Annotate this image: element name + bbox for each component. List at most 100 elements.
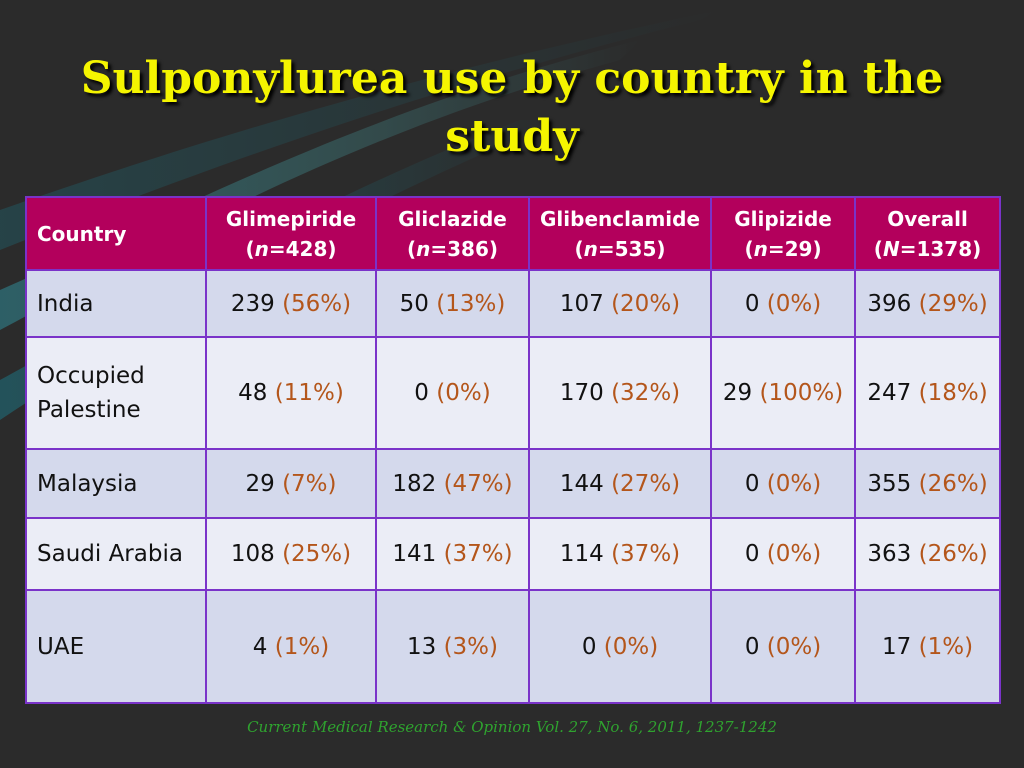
percent-value: (0%) [603,633,659,660]
column-header-label: Glibenclamide [540,206,701,231]
count-value: 50 [399,290,429,317]
gliclazide-cell: 182 (47%) [375,448,530,519]
column-header-country: Country [25,196,207,271]
column-header-label: Glipizide [734,206,832,231]
data-table-container: Country Glimepiride (n=428) Gliclazide (… [25,196,1002,704]
overall-cell: 17 (1%) [854,589,1002,704]
percent-value: (32%) [611,380,681,406]
percent-value: (0%) [436,380,491,406]
glibenclamide-cell: 0 (0%) [527,589,713,704]
glipizide-cell: 0 (0%) [710,448,857,519]
percent-value: (0%) [766,633,822,660]
country-cell: UAE [25,589,207,704]
glimepiride-cell: 4 (1%) [205,589,377,704]
glibenclamide-cell: 170 (32%) [527,336,713,450]
count-value: 17 [882,633,912,660]
column-header-gliclazide: Gliclazide (n=386) [375,196,530,271]
n-value: =535 [597,236,657,261]
count-value: 247 [867,380,912,406]
gliclazide-cell: 0 (0%) [375,336,530,450]
count-value: 13 [406,633,437,660]
percent-value: (26%) [918,470,988,497]
count-value: 108 [230,541,275,567]
glimepiride-cell: 48 (11%) [205,336,377,450]
n-value: =386 [430,236,489,261]
percent-value: (27%) [611,470,681,497]
country-line-2: Palestine [37,397,141,423]
percent-value: (0%) [766,541,822,567]
glimepiride-cell: 239 (56%) [205,269,377,338]
table-row-uae: UAE 4 (1%) 13 (3%) 0 (0%) 0 (0%) 17 (1%) [25,589,1002,704]
percent-value: (47%) [443,470,513,497]
count-value: 0 [744,290,760,317]
column-header-glipizide: Glipizide (n=29) [710,196,857,271]
glibenclamide-cell: 107 (20%) [527,269,713,338]
count-value: 48 [238,380,268,406]
country-cell: Malaysia [25,448,207,519]
count-value: 396 [867,290,912,317]
percent-value: (1%) [274,633,330,660]
n-value: =428 [268,236,328,261]
count-value: 170 [559,380,604,406]
percent-value: (37%) [611,541,681,567]
percent-value: (1%) [918,633,974,660]
column-header-label: Country [37,221,127,246]
percent-value: (100%) [759,380,844,406]
count-value: 114 [559,541,604,567]
overall-cell: 363 (26%) [854,517,1002,591]
column-header-glibenclamide: Glibenclamide (n=535) [527,196,713,271]
glibenclamide-cell: 144 (27%) [527,448,713,519]
column-header-label: Glimepiride [225,206,357,231]
count-value: 355 [867,470,912,497]
count-value: 0 [581,633,597,660]
glimepiride-cell: 108 (25%) [205,517,377,591]
column-header-glimepiride: Glimepiride (n=428) [205,196,377,271]
n-value: =29 [767,236,813,261]
overall-cell: 396 (29%) [854,269,1002,338]
table-row-saudi-arabia: Saudi Arabia 108 (25%) 141 (37%) 114 (37… [25,517,1002,591]
citation: Current Medical Research & Opinion Vol. … [247,718,777,736]
count-value: 4 [252,633,268,660]
table-row-malaysia: Malaysia 29 (7%) 182 (47%) 144 (27%) 0 (… [25,448,1002,519]
title-line-2: study [445,111,579,162]
count-value: 182 [392,470,437,497]
column-header-label: Overall [887,206,968,231]
country-line-1: Occupied [37,363,145,389]
glipizide-cell: 0 (0%) [710,269,857,338]
count-value: 29 [722,380,753,406]
count-value: 107 [559,290,604,317]
glimepiride-cell: 29 (7%) [205,448,377,519]
overall-cell: 247 (18%) [854,336,1002,450]
percent-value: (7%) [282,470,337,497]
n-value: =1378 [899,236,973,261]
title-line-1: Sulponylurea use by country in the [80,53,944,104]
percent-value: (0%) [766,290,822,317]
overall-cell: 355 (26%) [854,448,1002,519]
percent-value: (0%) [766,470,822,497]
n-symbol: n [753,236,768,261]
percent-value: (25%) [282,541,352,567]
percent-value: (29%) [918,290,988,317]
column-header-label: Gliclazide [398,206,507,231]
count-value: 29 [245,470,275,497]
n-symbol: n [583,236,598,261]
percent-value: (37%) [443,541,513,567]
count-value: 239 [230,290,275,317]
column-header-overall: Overall (N=1378) [854,196,1002,271]
glipizide-cell: 29 (100%) [710,336,857,450]
percent-value: (20%) [611,290,681,317]
gliclazide-cell: 141 (37%) [375,517,530,591]
count-value: 363 [867,541,912,567]
count-value: 0 [744,541,760,567]
glibenclamide-cell: 114 (37%) [527,517,713,591]
country-cell: Occupied Palestine [25,336,207,450]
percent-value: (11%) [274,380,344,406]
country-cell: Saudi Arabia [25,517,207,591]
percent-value: (56%) [282,290,352,317]
n-symbol: n [416,236,431,261]
sulphonylurea-table: Country Glimepiride (n=428) Gliclazide (… [25,196,1002,704]
percent-value: (26%) [918,541,988,567]
percent-value: (18%) [918,380,988,406]
country-cell: India [25,269,207,338]
